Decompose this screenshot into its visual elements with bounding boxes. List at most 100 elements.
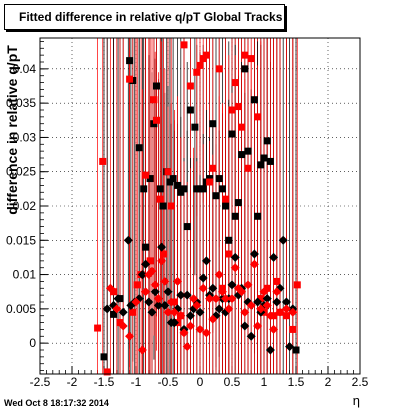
data-point-diamond (278, 235, 288, 245)
x-axis-label: η (352, 393, 360, 408)
data-point-diamond (118, 307, 128, 317)
data-point-square (244, 164, 252, 172)
data-point-diamond (208, 283, 218, 293)
data-point-diamond (189, 294, 199, 304)
data-point-diamond (195, 324, 205, 334)
data-point-square (126, 75, 134, 83)
data-point-square (247, 55, 255, 63)
data-point-square (110, 288, 118, 296)
data-point-square (150, 96, 158, 104)
data-point-diamond (153, 294, 163, 304)
data-point-square (292, 346, 300, 354)
data-point-square (110, 310, 118, 318)
data-point-diamond (182, 342, 192, 352)
data-point-diamond (176, 311, 186, 321)
data-point-diamond (131, 297, 141, 307)
data-point-diamond (153, 300, 163, 310)
data-point-square (160, 250, 168, 258)
data-point-square (241, 51, 249, 59)
data-point-square (199, 185, 207, 193)
data-point-square (228, 130, 236, 138)
y-tick-label: 0.02 (13, 199, 37, 213)
data-point-square (191, 123, 199, 131)
data-point-diamond (259, 287, 269, 297)
x-tick-label: 0.5 (224, 375, 241, 389)
data-point-diamond (246, 300, 256, 310)
data-point-square (234, 103, 242, 111)
data-point-square (152, 116, 160, 124)
y-tick-label: 0.03 (13, 130, 37, 144)
data-point-square (231, 79, 239, 87)
data-point-square (254, 212, 262, 220)
data-point-diamond (182, 290, 192, 300)
data-point-diamond (246, 331, 256, 341)
data-point-diamond (160, 300, 170, 310)
data-point-square (244, 147, 252, 155)
data-point-diamond (147, 266, 157, 276)
x-tick-label: 2 (325, 375, 332, 389)
data-point-diamond (243, 280, 253, 290)
data-point-diamond (275, 307, 285, 317)
data-point-square (209, 120, 217, 128)
data-point-diamond (141, 287, 151, 297)
data-point-square (250, 96, 258, 104)
data-point-diamond (265, 311, 275, 321)
data-point-square (215, 175, 223, 183)
data-point-diamond (141, 259, 151, 269)
data-point-square (146, 257, 154, 265)
data-point-diamond (137, 270, 147, 280)
data-point-diamond (281, 297, 291, 307)
data-point-diamond (262, 300, 272, 310)
data-point-diamond (125, 331, 135, 341)
data-point-diamond (249, 259, 259, 269)
data-point-diamond (227, 280, 237, 290)
data-point-diamond (253, 321, 263, 331)
data-point-square (146, 175, 154, 183)
x-tick-label: -0.5 (158, 375, 179, 389)
data-point-diamond (249, 249, 259, 259)
x-tick-label: -1.5 (94, 375, 115, 389)
data-point-diamond (198, 283, 208, 293)
data-point-diamond (272, 287, 282, 297)
data-point-diamond (157, 242, 167, 252)
x-tick-label: 1.5 (288, 375, 305, 389)
data-point-square (156, 195, 164, 203)
data-point-square (263, 137, 271, 145)
data-point-square (228, 106, 236, 114)
data-point-diamond (269, 324, 279, 334)
data-point-diamond (281, 304, 291, 314)
data-point-diamond (192, 300, 202, 310)
data-point-square (238, 123, 246, 131)
data-point-diamond (163, 287, 173, 297)
data-point-square (266, 157, 274, 165)
data-point-square (254, 113, 262, 121)
y-tick-label: 0.01 (13, 268, 37, 282)
data-point-diamond (201, 256, 211, 266)
data-point-diamond (208, 314, 218, 324)
data-point-diamond (147, 307, 157, 317)
x-tick-label: 0 (197, 375, 204, 389)
data-point-diamond (262, 294, 272, 304)
data-point-square (289, 325, 297, 333)
data-point-square (238, 151, 246, 159)
data-point-diamond (240, 307, 250, 317)
data-point-diamond (198, 273, 208, 283)
data-point-square (167, 202, 175, 210)
data-point-square (225, 250, 233, 258)
data-point-square (273, 277, 281, 285)
data-point-diamond (227, 294, 237, 304)
data-point-square (257, 295, 265, 303)
data-point-diamond (288, 307, 298, 317)
data-point-diamond (224, 304, 234, 314)
data-point-diamond (285, 342, 295, 352)
data-point-diamond (272, 297, 282, 307)
data-point-diamond (169, 307, 179, 317)
data-point-square (209, 164, 217, 172)
x-tick-label: -1 (131, 375, 142, 389)
y-tick-label: 0 (29, 336, 36, 350)
data-point-diamond (118, 321, 128, 331)
data-point-square (222, 195, 230, 203)
data-point-diamond (179, 328, 189, 338)
data-point-diamond (237, 287, 247, 297)
